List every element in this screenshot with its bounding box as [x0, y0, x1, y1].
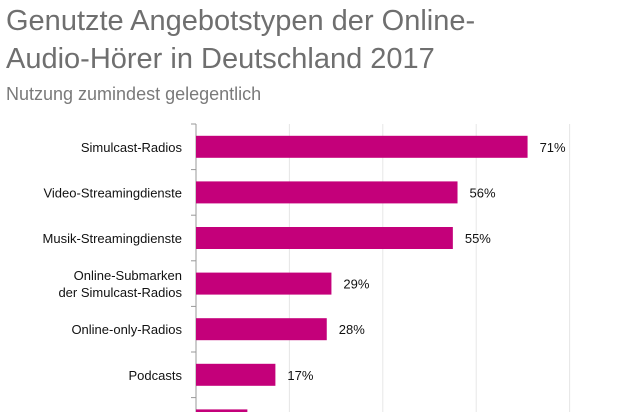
data-label: 55%	[465, 231, 491, 246]
bar	[196, 272, 332, 295]
data-label: 56%	[470, 185, 496, 200]
category-label: Podcasts	[129, 368, 183, 383]
bar	[196, 363, 276, 386]
bar	[196, 135, 528, 158]
bar	[196, 227, 453, 249]
title-line-2: Audio-Hörer in Deutschland 2017	[6, 43, 435, 75]
category-label: Video-Streamingdienste	[43, 185, 182, 200]
bar	[196, 318, 327, 341]
category-label: Simulcast-Radios	[81, 140, 183, 155]
bar	[196, 409, 248, 412]
category-label: Online-Submarken	[74, 268, 182, 283]
chart-title: Genutzte Angebotstypen der Online- Audio-…	[6, 2, 475, 78]
title-line-1: Genutzte Angebotstypen der Online-	[6, 5, 476, 37]
bar	[196, 181, 458, 204]
category-label: Online-only-Radios	[71, 322, 182, 337]
data-label: 71%	[540, 140, 566, 155]
category-label: Musik-Streamingdienste	[43, 231, 182, 246]
category-label: der Simulcast-Radios	[58, 285, 182, 300]
chart-subtitle: Nutzung zumindest gelegentlich	[6, 84, 262, 104]
data-label: 28%	[339, 322, 365, 337]
data-label: 29%	[343, 277, 369, 292]
data-label: 17%	[287, 368, 313, 383]
